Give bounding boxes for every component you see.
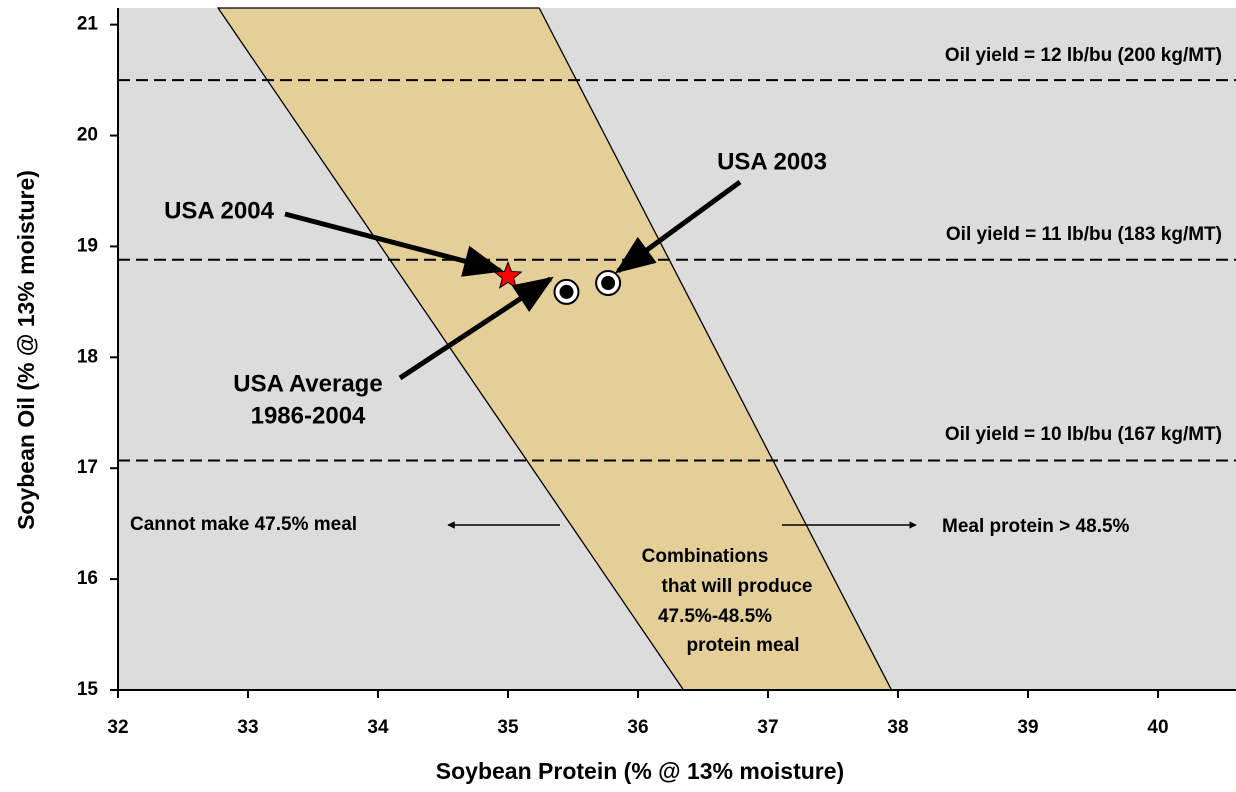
oil-yield-label: Oil yield = 11 lb/bu (183 kg/MT): [946, 224, 1222, 245]
x-tick-label: 37: [757, 717, 778, 738]
annotation-arrow: [284, 211, 504, 277]
point-marker: [553, 278, 580, 305]
oil-yield-label: Oil yield = 12 lb/bu (200 kg/MT): [945, 45, 1222, 66]
y-tick-label: 20: [77, 125, 98, 146]
point-label: 1986-2004: [251, 402, 366, 429]
region-label: Cannot make 47.5% meal: [130, 514, 357, 535]
band-label: 47.5%-48.5%: [658, 606, 772, 627]
oil-yield-label: Oil yield = 10 lb/bu (167 kg/MT): [945, 424, 1222, 445]
x-tick-label: 36: [627, 717, 648, 738]
y-tick-label: 21: [77, 14, 99, 35]
x-axis-title: Soybean Protein (% @ 13% moisture): [436, 758, 844, 784]
x-tick-label: 33: [237, 717, 258, 738]
x-tick-label: 39: [1017, 717, 1038, 738]
band-label: that will produce: [662, 576, 813, 597]
point-label: USA 2003: [717, 148, 827, 175]
y-tick-label: 18: [77, 346, 98, 367]
x-tick-label: 35: [497, 717, 519, 738]
point-dot: [559, 284, 574, 299]
x-tick-label: 38: [887, 717, 908, 738]
point-label: USA Average: [233, 370, 382, 397]
y-tick-label: 16: [77, 568, 98, 589]
point-dot: [601, 276, 616, 291]
band-label: Combinations: [642, 546, 769, 567]
y-tick-label: 15: [77, 679, 99, 700]
x-tick-label: 32: [107, 717, 128, 738]
y-tick-label: 17: [77, 457, 98, 478]
annotation-arrow: [614, 179, 742, 274]
x-tick-label: 34: [367, 717, 389, 738]
point-marker: [493, 260, 523, 289]
region-label: Meal protein > 48.5%: [942, 516, 1130, 537]
point-marker: [595, 270, 622, 297]
band-label: protein meal: [687, 635, 800, 656]
point-label: USA 2004: [164, 197, 274, 224]
annotation-arrow: [398, 276, 554, 381]
x-tick-label: 40: [1147, 717, 1168, 738]
y-tick-label: 19: [77, 235, 98, 256]
y-axis-title: Soybean Oil (% @ 13% moisture): [13, 170, 39, 530]
